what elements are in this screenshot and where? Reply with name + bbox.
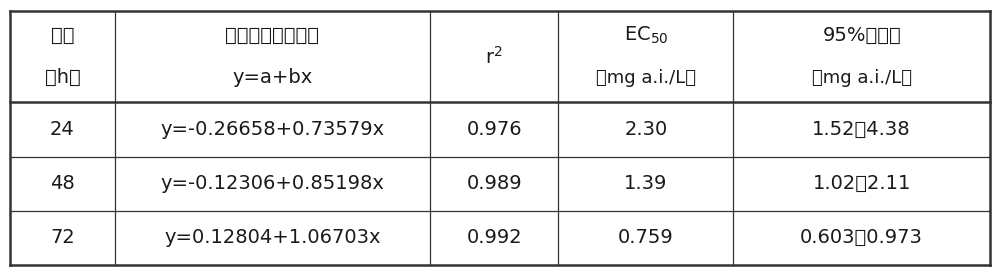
Text: 时间: 时间 [51, 26, 74, 45]
Text: 2.30: 2.30 [624, 120, 667, 139]
Text: 1.52～4.38: 1.52～4.38 [812, 120, 911, 139]
Text: （h）: （h） [45, 68, 80, 87]
Text: y=0.12804+1.06703x: y=0.12804+1.06703x [164, 228, 381, 247]
Text: 0.759: 0.759 [618, 228, 674, 247]
Text: 1.39: 1.39 [624, 174, 668, 193]
Text: y=-0.26658+0.73579x: y=-0.26658+0.73579x [160, 120, 385, 139]
Text: EC$_{50}$: EC$_{50}$ [624, 25, 668, 46]
Text: （mg a.i./L）: （mg a.i./L） [596, 69, 696, 87]
Text: y=-0.12306+0.85198x: y=-0.12306+0.85198x [161, 174, 384, 193]
Text: 24: 24 [50, 120, 75, 139]
Text: 1.02～2.11: 1.02～2.11 [812, 174, 911, 193]
Text: r$^{2}$: r$^{2}$ [485, 46, 503, 68]
Text: 毒力回归曲线方程: 毒力回归曲线方程 [225, 26, 319, 45]
Text: 0.989: 0.989 [466, 174, 522, 193]
Text: 48: 48 [50, 174, 75, 193]
Text: 0.992: 0.992 [466, 228, 522, 247]
Text: 0.976: 0.976 [466, 120, 522, 139]
Text: 0.603～0.973: 0.603～0.973 [800, 228, 923, 247]
Text: y=a+bx: y=a+bx [232, 68, 313, 87]
Text: 72: 72 [50, 228, 75, 247]
Text: （mg a.i./L）: （mg a.i./L） [812, 69, 912, 87]
Text: 95%置信限: 95%置信限 [822, 26, 901, 45]
